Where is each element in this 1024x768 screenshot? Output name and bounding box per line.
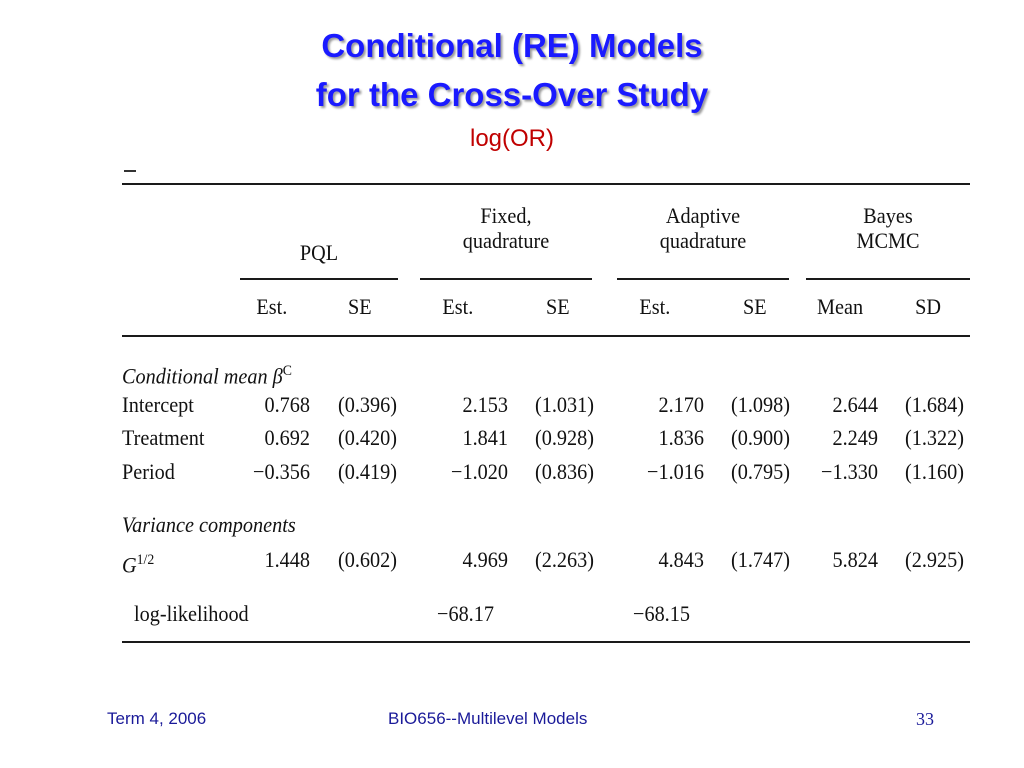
cell: −68.15	[633, 601, 690, 626]
cell: (1.098)	[730, 392, 790, 417]
slide-title-line2: for the Cross-Over Study	[315, 76, 709, 113]
cell: (0.795)	[730, 459, 790, 484]
cell: 1.836	[658, 425, 704, 450]
group-header-fixed: Fixed, quadrature	[462, 203, 550, 253]
cell: (0.420)	[337, 425, 397, 450]
cell: (1.031)	[534, 392, 594, 417]
cell: (0.602)	[337, 547, 397, 572]
row-label: log-likelihood	[134, 601, 249, 626]
row-label: Treatment	[122, 425, 205, 450]
group-header-pql: PQL	[299, 240, 339, 265]
group-header-bayes: Bayes MCMC	[856, 203, 920, 253]
footer-date: Term 4, 2006	[107, 709, 207, 728]
cell: 1.841	[462, 425, 508, 450]
group-header-adaptive: Adaptive quadrature	[659, 203, 747, 253]
slide-subtitle: log(OR)	[469, 125, 554, 152]
section-label-variance-components: Variance components	[122, 512, 296, 537]
col-header: Est.	[256, 294, 288, 319]
cell: 0.692	[264, 425, 310, 450]
header-bottom-rule	[122, 335, 970, 337]
cell: 5.824	[832, 547, 878, 572]
cell: 2.644	[832, 392, 878, 417]
cell: (1.322)	[904, 425, 964, 450]
table-bottom-rule	[122, 641, 970, 643]
slide-title-line1: Conditional (RE) Models	[321, 27, 703, 64]
cell: −1.016	[647, 459, 704, 484]
cell: 1.448	[264, 547, 310, 572]
col-header: Est.	[442, 294, 474, 319]
group-rule-adaptive	[617, 278, 789, 280]
table-top-rule	[122, 183, 970, 185]
cell: (0.396)	[337, 392, 397, 417]
group-rule-fixed	[420, 278, 592, 280]
cell: −1.020	[451, 459, 508, 484]
group-rule-pql	[240, 278, 398, 280]
section-label-conditional-mean: Conditional mean βC	[122, 358, 292, 389]
col-header: SE	[546, 294, 570, 319]
footer-course: BIO656--Multilevel Models	[388, 709, 588, 728]
cell: −0.356	[253, 459, 310, 484]
col-header: SD	[915, 294, 941, 319]
cell: (1.747)	[730, 547, 790, 572]
cell: (1.160)	[904, 459, 964, 484]
col-header: Est.	[639, 294, 671, 319]
col-header: SE	[348, 294, 372, 319]
cell: (1.684)	[904, 392, 964, 417]
cell: (2.263)	[534, 547, 594, 572]
cell: 0.768	[264, 392, 310, 417]
row-label-g: G1/2	[122, 547, 154, 578]
row-label: Period	[122, 459, 175, 484]
cell: −68.17	[437, 601, 494, 626]
section-label-superscript: C	[282, 363, 292, 379]
cell: 2.170	[658, 392, 704, 417]
cell: (2.925)	[904, 547, 964, 572]
row-label: Intercept	[122, 392, 194, 417]
cell: (0.928)	[534, 425, 594, 450]
cell: −1.330	[821, 459, 878, 484]
cell: (0.419)	[337, 459, 397, 484]
cell: (0.900)	[730, 425, 790, 450]
footer-page-number: 33	[916, 709, 934, 729]
col-header: Mean	[817, 294, 864, 319]
g-symbol: G	[122, 552, 137, 578]
scan-mark	[124, 170, 136, 172]
cell: (0.836)	[534, 459, 594, 484]
col-header: SE	[743, 294, 767, 319]
section-label-text: Conditional mean β	[122, 363, 283, 389]
group-rule-bayes	[806, 278, 970, 280]
cell: 4.969	[462, 547, 508, 572]
cell: 2.153	[462, 392, 508, 417]
cell: 4.843	[658, 547, 704, 572]
cell: 2.249	[832, 425, 878, 450]
g-superscript: 1/2	[136, 552, 155, 568]
